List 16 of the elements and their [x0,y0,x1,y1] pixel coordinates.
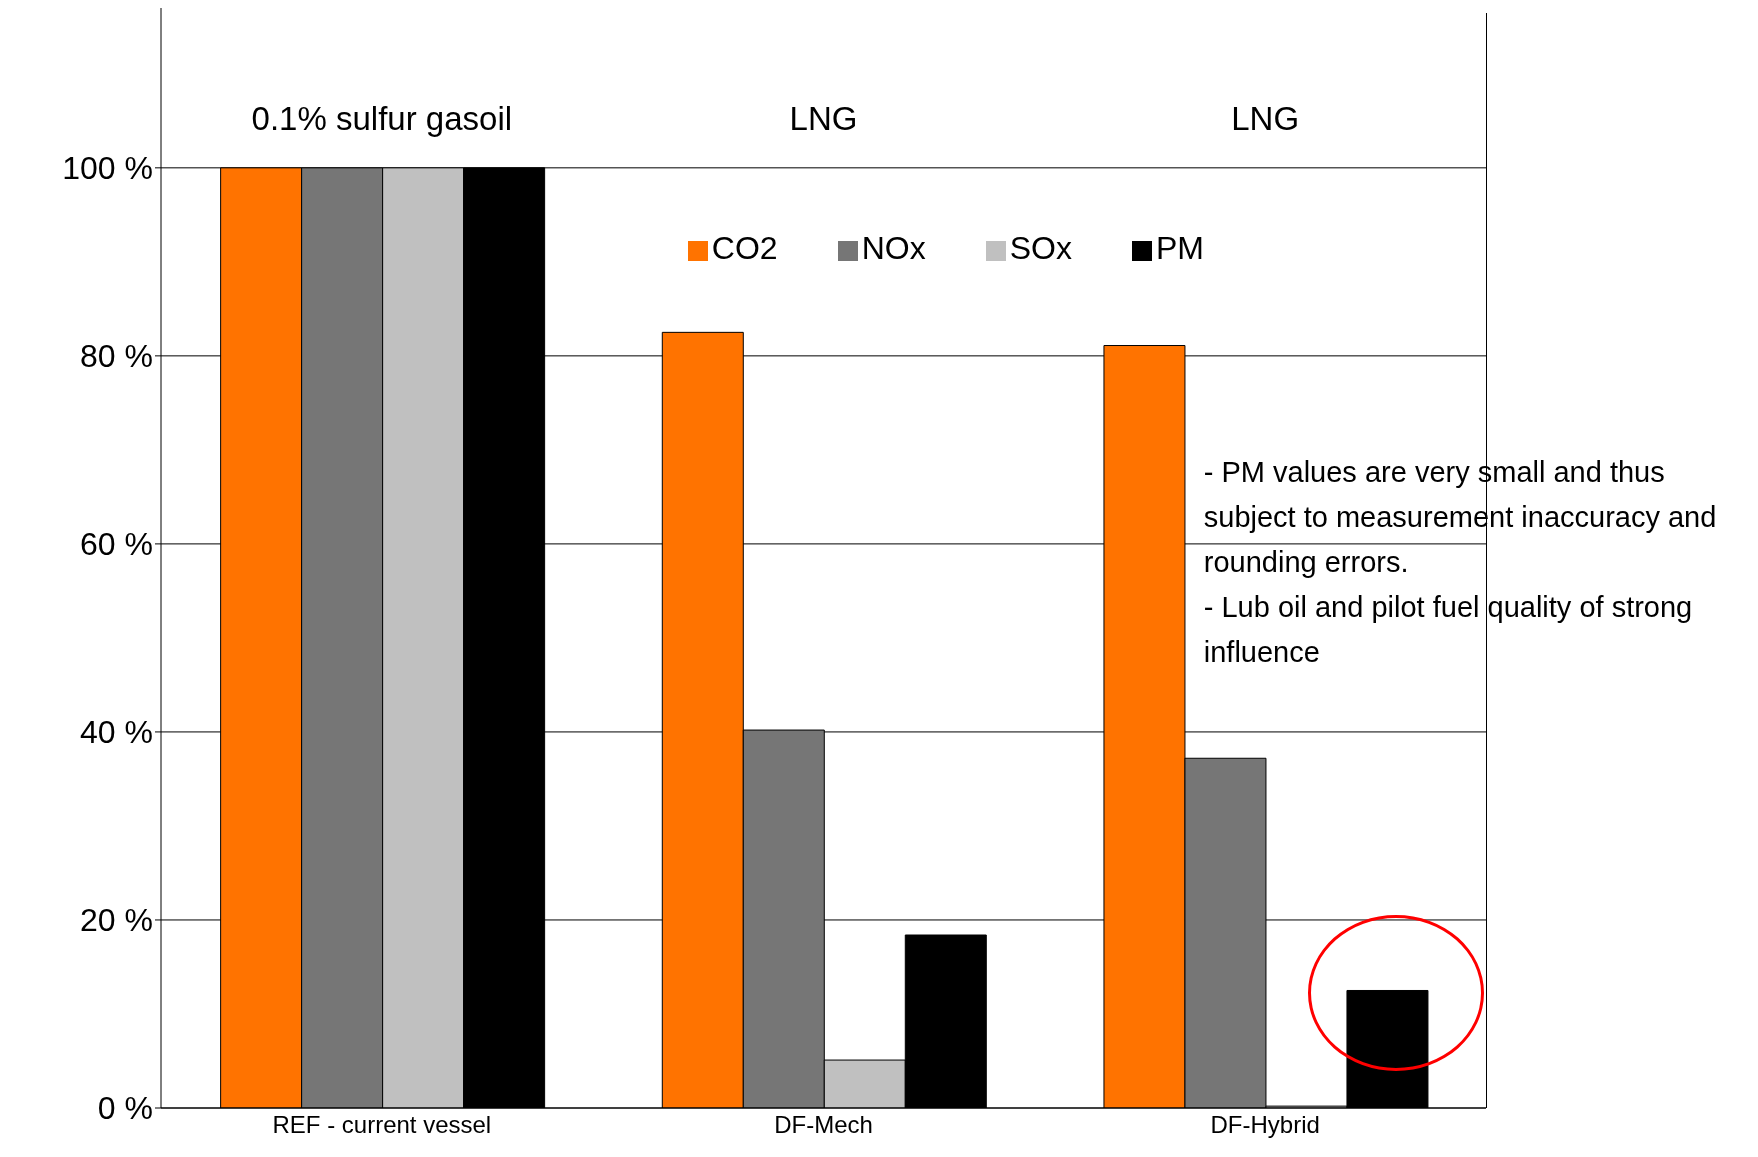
y-tick-label: 0 % [97,1090,153,1127]
x-tick-label: DF-Hybrid [1210,1111,1320,1139]
y-tick-label: 80 % [80,338,153,375]
legend-label: SOx [1009,230,1072,266]
y-tick-label: 40 % [80,714,153,751]
y-tick-label: 20 % [80,902,153,939]
annotation: LNG [788,100,859,139]
y-tick-label: 60 % [80,526,153,563]
x-tick-label: DF-Mech [774,1111,873,1139]
annotation: 0.1% sulfur gasoil [250,100,514,139]
x-tick-label: REF - current vessel [272,1111,492,1139]
annotation: LNG [1230,100,1301,139]
legend-label: CO2 [711,230,778,266]
y-tick-label: 100 % [62,150,153,187]
legend-label: PM [1155,230,1204,266]
legend-label: NOx [861,230,926,266]
